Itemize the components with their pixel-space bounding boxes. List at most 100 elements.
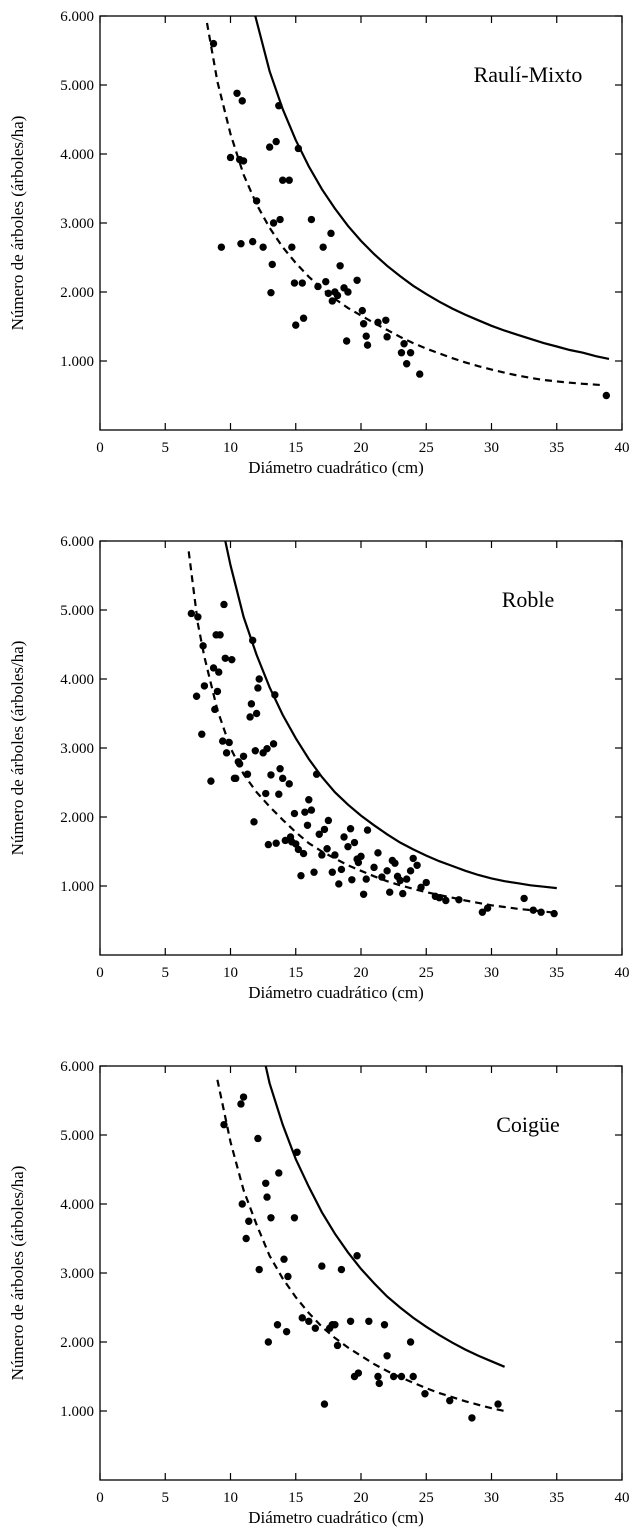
data-point [344,842,352,851]
data-point [362,875,370,883]
data-point [238,1200,246,1208]
data-point [365,1317,373,1326]
data-point [285,780,293,788]
data-point [275,1169,283,1177]
data-point [328,868,336,876]
data-point [322,277,330,286]
x-tick-label: 40 [615,440,630,456]
data-point [267,1214,275,1222]
y-tick-label: 5.000 [60,1128,94,1144]
y-tick-label: 1.000 [60,879,94,895]
data-point [340,833,348,841]
data-point [305,796,313,804]
x-tick-label: 40 [615,965,630,981]
data-point [310,868,318,876]
data-point [273,1321,282,1329]
x-tick-label: 15 [288,440,303,456]
y-tick-label: 4.000 [60,1197,94,1213]
data-point [442,896,450,905]
data-point [358,306,367,315]
data-point [221,654,229,662]
x-tick-label: 35 [549,1490,564,1506]
data-point [265,143,274,151]
data-point [216,631,224,639]
data-point [251,747,259,755]
chart-panel-3: 0 5 10 15 20 25 30 35 40 1.000 2.000 3.000 4.000 5.00… [8,1059,630,1527]
data-point [396,876,404,885]
data-point [550,909,558,918]
data-point [350,838,359,847]
data-point [397,1372,406,1381]
data-point [272,839,280,847]
data-point [199,642,207,650]
y-tick-label: 1.000 [60,1404,94,1420]
x-tick-label: 5 [162,440,170,456]
x-tick-label: 10 [223,1490,238,1506]
data-point [320,825,329,834]
data-point [383,1352,391,1360]
data-point [409,854,417,863]
max-density-curve-solid [224,540,557,890]
data-point [383,333,391,341]
data-point [386,888,394,896]
data-point [263,744,271,753]
data-point [255,675,263,683]
data-point [264,840,273,849]
y-tick-label: 6.000 [60,1059,94,1075]
x-tick-label: 0 [96,965,104,981]
data-point [218,737,227,745]
x-tick-label: 30 [484,440,499,456]
data-point [416,370,424,378]
data-point [406,867,415,875]
y-axis-label: Número de árboles (árboles/ha) [8,641,27,856]
data-point [290,1214,299,1222]
data-point [282,1327,291,1336]
data-point [272,137,280,146]
data-point [335,880,343,888]
x-tick-label: 40 [615,1490,630,1506]
data-point [319,243,327,251]
data-point [346,1317,355,1326]
y-axis-label: Número de árboles (árboles/ha) [8,1166,27,1381]
data-point [267,771,275,779]
y-tick-label: 5.000 [60,78,94,94]
fitted-curve-dashed [205,22,603,387]
data-point [262,1179,270,1188]
y-tick-label: 3.000 [60,741,94,757]
data-point [305,1317,313,1326]
data-point [331,1321,339,1329]
data-point [297,871,305,880]
data-point [228,655,236,664]
data-point [342,337,351,345]
y-axis-label: Número de árboles (árboles/ha) [8,116,27,331]
data-point [279,176,287,184]
data-point [397,349,406,357]
data-point [220,1120,228,1129]
fitted-curve-dashed [187,551,557,914]
data-point [354,1369,363,1377]
data-point [337,1265,346,1274]
data-point [242,1234,250,1243]
y-tick-label: 6.000 [60,9,94,25]
data-point [406,1338,415,1346]
data-point [292,321,300,329]
x-tick-label: 30 [484,965,499,981]
data-point [215,668,223,676]
data-point [245,1217,253,1225]
data-point [353,1252,361,1260]
data-point [382,316,390,324]
data-point [422,878,430,887]
data-point [374,1372,382,1381]
data-point [318,1262,326,1270]
data-point [292,840,300,848]
data-point [307,806,316,814]
x-tick-label: 30 [484,1490,499,1506]
y-tick-label: 1.000 [60,354,94,370]
y-tick-label: 6.000 [60,534,94,550]
data-point [290,279,299,287]
x-tick-label: 0 [96,1490,104,1506]
x-tick-label: 0 [96,440,104,456]
data-point [323,845,331,853]
data-point [337,865,346,874]
y-tick-label: 2.000 [60,285,94,301]
